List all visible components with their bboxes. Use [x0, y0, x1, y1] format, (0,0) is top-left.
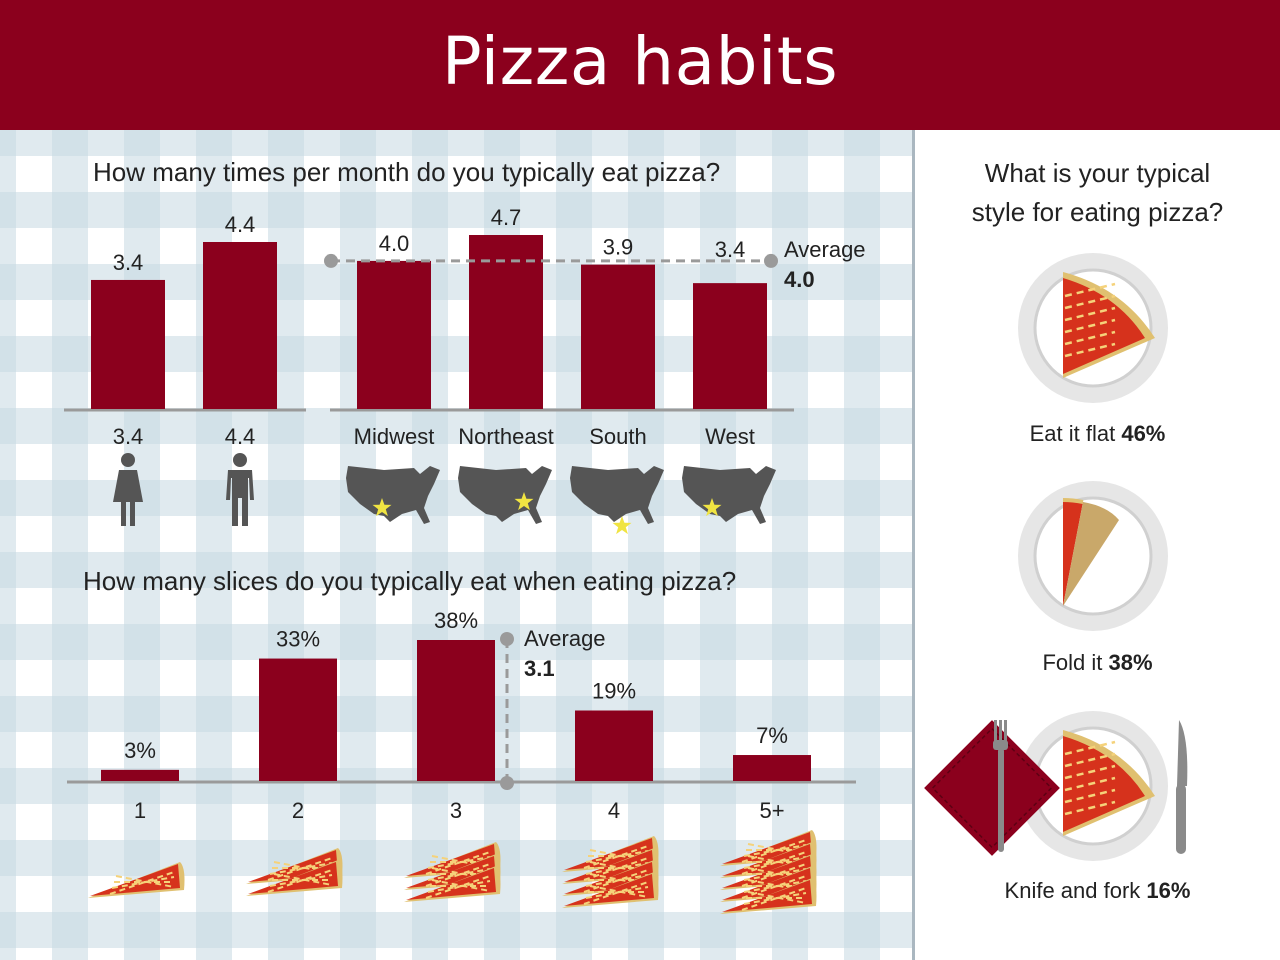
slices-bar-value: 7%: [756, 723, 788, 748]
gender-bar: [91, 279, 165, 409]
plaid-pattern: [0, 130, 912, 960]
slices-question: How many slices do you typically eat whe…: [83, 566, 737, 596]
plaid-stripe-horizontal: [0, 192, 912, 228]
style-option-fold: Fold it 38%: [915, 649, 1280, 677]
pizza-slice-icon: [404, 866, 501, 902]
slices-bar-value: 33%: [276, 627, 320, 652]
slices-average-label: Average: [524, 626, 606, 651]
slices-average-dot: [500, 776, 514, 790]
us-map-icon: [570, 466, 664, 535]
plaid-stripe-horizontal: [0, 130, 912, 156]
region-bar: [581, 264, 655, 409]
fold-plate-icon: [1018, 481, 1168, 631]
gender-bar: [203, 242, 277, 409]
slices-bar: [259, 658, 337, 781]
us-map-icon: [346, 466, 440, 524]
flat-plate-icon: [1018, 253, 1168, 403]
monthly-average-dot: [324, 253, 338, 268]
charts-canvas: 3.4 3.4 4.4 4.4 4.0 Midwest 4.7 Northeast 3.9 Sou…: [64, 205, 856, 914]
tablecloth-background: [0, 130, 912, 960]
region-category-label: Midwest: [354, 424, 435, 449]
region-category-label: Northeast: [458, 424, 553, 449]
region-bar: [357, 260, 431, 409]
slices-bar: [575, 710, 653, 781]
region-category-label: South: [589, 424, 647, 449]
style-option-flat-label: Eat it flat: [1029, 421, 1116, 446]
plaid-stripe-horizontal: [0, 408, 912, 444]
slices-category-label: 1: [134, 798, 146, 823]
knife-icon: [1176, 720, 1188, 854]
fork-icon: [993, 720, 1008, 852]
page-title: Pizza habits: [441, 23, 839, 100]
region-bar: [469, 235, 543, 409]
slices-category-label: 3: [450, 798, 462, 823]
plaid-stripe-horizontal: [0, 912, 912, 948]
pizza-slice-icon: [562, 872, 659, 908]
woman-icon: [113, 453, 143, 526]
slices-category-label: 5+: [759, 798, 784, 823]
slices-bar-value: 3%: [124, 738, 156, 763]
slices-average-dot: [500, 632, 514, 646]
style-option-flat-value: 46%: [1121, 421, 1166, 446]
slices-bar: [417, 640, 495, 781]
monthly-average-dot: [764, 253, 778, 268]
panel-divider: [912, 130, 915, 960]
gender-bar-value: 4.4: [225, 212, 256, 237]
region-bar: [693, 283, 767, 409]
style-option-knife-fork-label: Knife and fork: [1004, 878, 1141, 903]
region-bar-value: 4.7: [491, 205, 522, 230]
style-question-line1: What is your typical: [984, 158, 1211, 188]
us-map-icon: [682, 466, 776, 524]
pizza-slice-icon: [88, 862, 185, 898]
plaid-stripe-horizontal: [0, 552, 912, 588]
monthly-question: How many times per month do you typicall…: [93, 157, 721, 187]
style-question-line2: style for eating pizza?: [971, 197, 1224, 227]
slices-bar-value: 38%: [434, 608, 478, 633]
us-map-icon: [458, 466, 552, 524]
style-option-knife-fork: Knife and fork 16%: [915, 877, 1280, 905]
header-banner: Pizza habits: [0, 0, 1280, 130]
style-option-fold-label: Fold it: [1042, 650, 1103, 675]
plates-canvas: [924, 253, 1188, 861]
slices-category-label: 2: [292, 798, 304, 823]
slices-bar: [733, 755, 811, 781]
man-icon: [226, 453, 254, 526]
monthly-average-label: Average: [784, 237, 866, 262]
style-option-flat: Eat it flat 46%: [915, 420, 1280, 448]
region-bar-value: 3.9: [603, 235, 634, 260]
style-option-fold-value: 38%: [1108, 650, 1153, 675]
slices-average-value: 3.1: [524, 656, 555, 681]
gender-bar-value: 3.4: [113, 250, 144, 275]
pizza-slice-icon: [720, 878, 817, 914]
slices-bar: [101, 769, 179, 781]
region-category-label: West: [705, 424, 755, 449]
slices-bar-value: 19%: [592, 679, 636, 704]
style-option-knife-fork-value: 16%: [1146, 878, 1191, 903]
pizza-slice-icon: [246, 860, 343, 896]
gender-category-label: 4.4: [225, 424, 256, 449]
knife-fork-plate-icon: [1018, 711, 1168, 861]
slices-category-label: 4: [608, 798, 620, 823]
region-bar-value: 3.4: [715, 237, 746, 262]
gender-category-label: 3.4: [113, 424, 144, 449]
region-bar-value: 4.0: [379, 231, 410, 256]
monthly-average-value: 4.0: [784, 267, 815, 292]
